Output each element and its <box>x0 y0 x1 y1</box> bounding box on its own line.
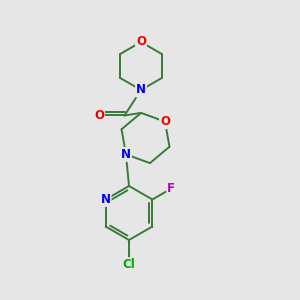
Text: O: O <box>94 109 104 122</box>
Text: N: N <box>100 193 111 206</box>
Text: N: N <box>136 83 146 97</box>
Text: O: O <box>136 35 146 49</box>
Text: N: N <box>121 148 131 161</box>
Text: O: O <box>160 115 170 128</box>
Text: Cl: Cl <box>123 258 135 271</box>
Text: F: F <box>167 182 175 195</box>
